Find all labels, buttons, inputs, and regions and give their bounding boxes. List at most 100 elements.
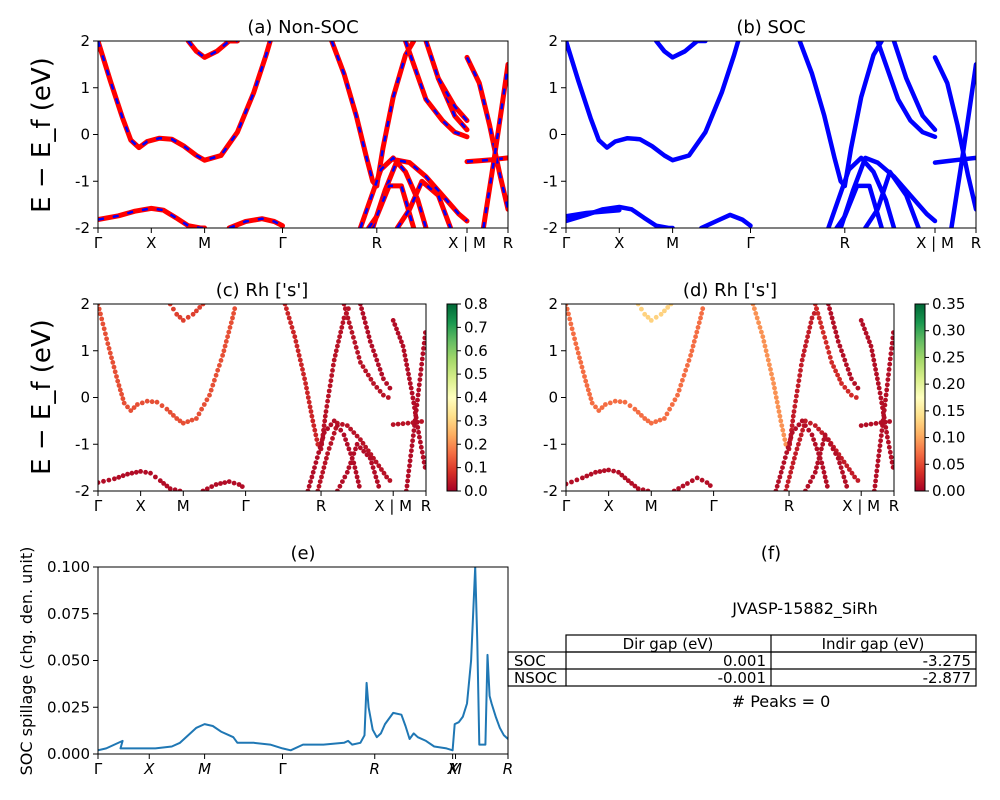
band-point — [112, 476, 117, 482]
band-point — [767, 362, 772, 368]
band-point — [849, 392, 854, 398]
band-point — [820, 441, 826, 447]
band-point — [305, 395, 311, 400]
band-point — [366, 334, 372, 340]
band-point — [363, 368, 368, 374]
band-point — [344, 441, 350, 447]
band-point — [376, 483, 382, 489]
band-point — [788, 469, 794, 475]
band-point — [572, 336, 577, 342]
band-point — [230, 315, 235, 321]
colorbar-tick-label: 0.15 — [932, 402, 965, 420]
colorbar-tick-label: 0.00 — [932, 482, 965, 500]
band-point — [877, 443, 883, 449]
band-point — [359, 306, 364, 312]
band-point — [826, 304, 831, 307]
band-point — [328, 441, 334, 446]
band-line — [826, 155, 897, 228]
y-tick-label: 0.050 — [47, 652, 90, 670]
band-point — [365, 372, 371, 378]
band-point — [868, 421, 874, 427]
band-point — [332, 353, 338, 358]
band-point — [839, 381, 844, 386]
band-point — [860, 322, 866, 327]
band-point — [658, 311, 664, 317]
panel-d: (d) Rh ['s'] -2 -1 0 1 2 Γ X M Γ R X | M R 0.00 0.05… — [543, 280, 965, 515]
band-point — [798, 432, 804, 438]
band-point — [873, 478, 878, 484]
band-point — [239, 484, 245, 489]
band-point — [416, 382, 422, 388]
band-point — [883, 397, 888, 403]
band-point — [172, 487, 178, 491]
band-point — [104, 336, 109, 342]
band-point — [625, 478, 631, 484]
band-line — [863, 169, 921, 228]
band-point — [197, 305, 203, 310]
band-point — [873, 473, 879, 479]
band-point — [306, 483, 312, 489]
band-point — [185, 419, 191, 425]
band-point — [363, 444, 368, 450]
band-point — [309, 413, 315, 419]
band-point — [837, 376, 842, 382]
band-point — [635, 304, 641, 307]
table-row-label: SOC — [514, 652, 546, 670]
band-point — [676, 486, 681, 491]
band-point — [878, 438, 883, 444]
y-tick-label: -2 — [543, 482, 558, 500]
band-point — [377, 388, 383, 394]
band-point — [171, 413, 176, 418]
band-point — [128, 408, 134, 413]
band-line — [842, 41, 884, 189]
band-point — [772, 385, 777, 391]
panel-a-ylabel: E − E_f (eV) — [27, 57, 57, 213]
band-point — [285, 311, 291, 316]
band-line — [566, 41, 741, 163]
band-point — [322, 460, 328, 466]
band-point — [164, 406, 170, 412]
band-line — [949, 62, 976, 228]
band-point — [321, 423, 327, 428]
band-point — [360, 440, 366, 446]
band-point — [355, 350, 360, 355]
band-point — [770, 376, 775, 382]
y-tick-label: 0 — [548, 389, 558, 407]
band-point — [873, 421, 879, 426]
band-point — [364, 325, 369, 330]
band-point — [880, 418, 886, 423]
band-point — [320, 435, 326, 440]
band-point — [822, 432, 828, 438]
band-point — [384, 474, 389, 480]
band-point — [875, 376, 880, 382]
band-point — [326, 388, 332, 394]
band-point — [394, 326, 399, 332]
band-point — [761, 339, 767, 344]
band-point — [648, 318, 654, 323]
band-point — [346, 465, 352, 470]
band-point — [888, 454, 894, 460]
band-point — [411, 428, 417, 433]
band-point — [361, 448, 367, 454]
band-point — [805, 483, 811, 489]
band-point — [889, 346, 894, 351]
panel-c: (c) Rh ['s'] -2 -1 0 1 2 Γ X M Γ R X | M R E − E_f … — [27, 280, 488, 515]
band-point — [700, 306, 706, 312]
band-point — [818, 320, 823, 326]
band-point — [131, 405, 137, 410]
band-point — [878, 395, 884, 401]
x-tick-label: X | M — [842, 497, 880, 515]
band-point — [569, 326, 575, 332]
band-point — [157, 478, 163, 484]
band-point — [412, 418, 418, 423]
band-point — [840, 353, 846, 358]
band-point — [889, 340, 894, 346]
colorbar-tick-label: 0.10 — [932, 429, 965, 447]
band-point — [231, 311, 237, 316]
panel-e-spillage — [98, 567, 508, 752]
band-point — [808, 420, 813, 426]
x-tick-label: R — [421, 497, 431, 515]
band-point — [704, 480, 710, 485]
y-tick-label: 0.000 — [47, 745, 90, 763]
y-tick-label: 1 — [80, 342, 90, 360]
